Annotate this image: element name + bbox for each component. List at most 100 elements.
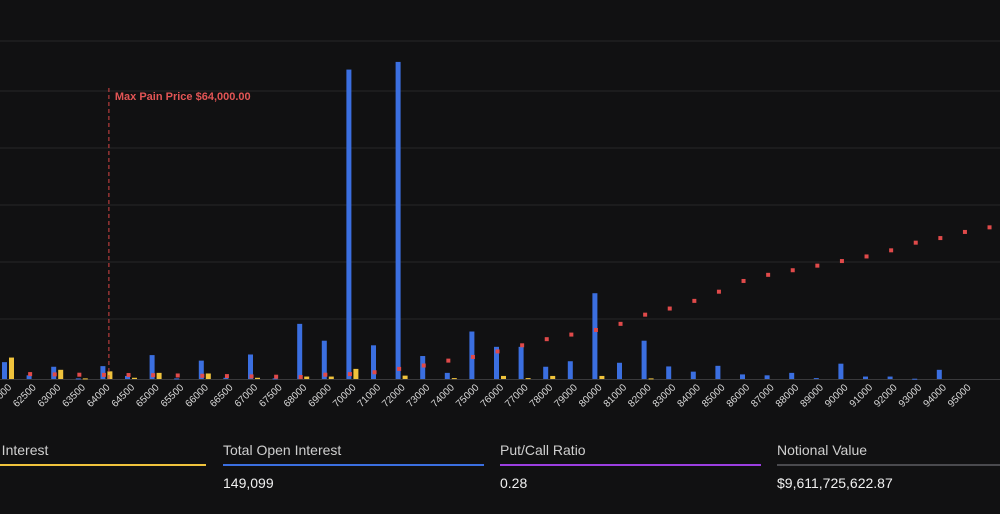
max-pain-annotation: Max Pain Price $64,000.00 [108, 88, 251, 379]
pain-dot [175, 373, 180, 378]
pain-dot [520, 343, 525, 348]
pain-dot [28, 372, 33, 377]
pain-dot [839, 259, 844, 264]
x-tick-label: 70000 [331, 382, 359, 410]
stat-call-open-interest: n Interest [0, 442, 206, 502]
pain-dot [790, 268, 795, 273]
x-tick-label: 93000 [897, 382, 925, 410]
bar-secondary [402, 375, 408, 379]
stat-value: 0.28 [500, 475, 528, 491]
bar-total [592, 293, 598, 379]
chart-dots [28, 225, 992, 380]
x-tick-label: 66500 [208, 382, 236, 410]
bar-total [272, 378, 278, 380]
x-tick-label: 63500 [60, 382, 88, 410]
pain-dot [101, 372, 106, 377]
x-tick-label: 94000 [921, 382, 949, 410]
pain-dot [495, 349, 500, 354]
bar-total [838, 363, 844, 379]
bar-total [100, 366, 106, 379]
pain-dot [200, 373, 205, 378]
x-tick-label: 90000 [823, 382, 851, 410]
bar-total [617, 362, 622, 379]
bar-secondary [304, 376, 310, 379]
x-tick-label: 63000 [36, 382, 64, 410]
x-tick-label: 66000 [183, 382, 211, 410]
pain-dot [716, 289, 721, 294]
x-tick-label: 75000 [454, 382, 482, 410]
bar-total [75, 378, 81, 380]
pain-dot [987, 225, 992, 230]
pain-dot [126, 373, 131, 378]
x-tick-label: 78000 [528, 382, 556, 410]
x-tick-label: 91000 [848, 382, 876, 410]
x-tick-label: 71000 [356, 382, 384, 410]
bar-total [346, 69, 352, 379]
pain-dot [224, 374, 229, 379]
x-tick-label: 92000 [872, 382, 900, 410]
bar-total [395, 61, 401, 379]
bar-secondary [525, 378, 531, 380]
pain-dot [323, 372, 328, 377]
stat-label: Total Open Interest [223, 442, 342, 458]
bar-total [321, 340, 327, 379]
bar-secondary [599, 375, 605, 379]
x-tick-label: 74000 [429, 382, 457, 410]
pain-dot [889, 248, 894, 253]
chart-gridlines [0, 40, 1000, 380]
stat-label: n Interest [0, 442, 49, 458]
stat-put-call-ratio: Put/Call Ratio 0.28 [500, 442, 761, 502]
stat-value: 149,099 [223, 475, 274, 491]
open-interest-chart: 6200062500630006350064000645006500065500… [0, 40, 1000, 410]
x-tick-label: 83000 [651, 382, 679, 410]
pain-dot [618, 321, 623, 326]
bar-secondary [648, 378, 654, 380]
pain-dot [766, 272, 771, 277]
bar-total [813, 378, 819, 380]
bar-total [887, 376, 893, 379]
bar-secondary [107, 371, 113, 379]
bar-secondary [501, 375, 506, 379]
bar-total [936, 369, 942, 379]
stat-label: Put/Call Ratio [500, 442, 586, 458]
x-tick-label: 81000 [602, 382, 630, 410]
x-tick-label: 87000 [749, 382, 777, 410]
bar-secondary [205, 373, 211, 379]
pain-dot [298, 375, 303, 380]
x-tick-label: 80000 [577, 382, 605, 410]
pain-dot [52, 372, 57, 377]
x-tick-label: 89000 [798, 382, 826, 410]
stat-underline [500, 464, 761, 466]
x-tick-label: 65000 [134, 382, 162, 410]
pain-dot [77, 372, 82, 377]
bar-secondary [550, 375, 556, 379]
pain-dot [421, 363, 426, 368]
x-tick-label: 69000 [306, 382, 334, 410]
pain-dot [274, 374, 279, 379]
bar-total [248, 354, 253, 379]
bar-total [297, 323, 303, 379]
bar-total [666, 366, 672, 379]
bar-secondary [9, 357, 14, 379]
bar-total [494, 346, 499, 379]
x-tick-label: 67500 [257, 382, 285, 410]
pain-dot [544, 337, 549, 342]
bar-total [789, 372, 795, 379]
pain-dot [249, 374, 254, 379]
x-tick-label: 85000 [700, 382, 728, 410]
stat-underline [777, 464, 1000, 466]
bar-total [715, 365, 721, 379]
x-tick-label: 64000 [85, 382, 113, 410]
summary-stats: n Interest Total Open Interest 149,099 P… [0, 442, 1000, 514]
bar-secondary [328, 376, 334, 379]
bar-total [518, 346, 524, 379]
bar-total [223, 377, 229, 379]
bar-total [444, 372, 450, 379]
stat-label: Notional Value [777, 442, 868, 458]
stat-underline [223, 464, 484, 466]
bar-secondary [255, 377, 260, 379]
bar-total [149, 355, 155, 379]
pain-dot [569, 332, 574, 337]
pain-dot [372, 370, 377, 375]
stat-notional-value: Notional Value $9,611,725,622.87 [777, 442, 1000, 502]
